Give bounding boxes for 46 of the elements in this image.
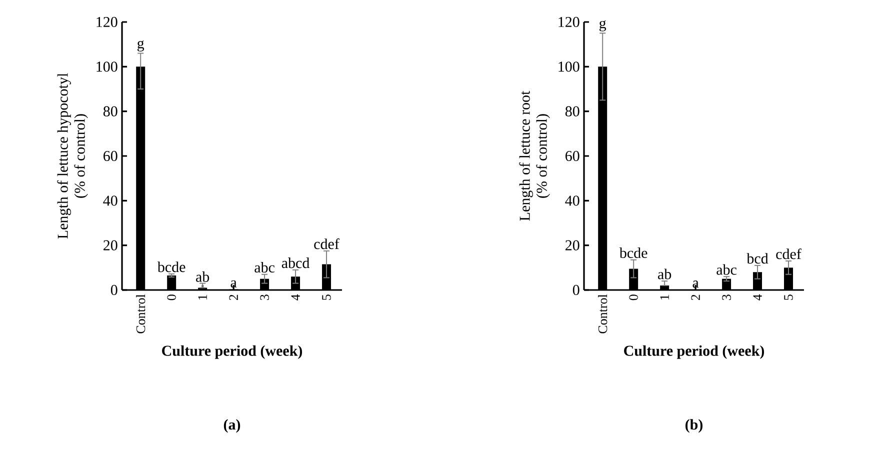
x-tick-label: 0 <box>167 294 176 300</box>
annotation: g <box>599 20 606 32</box>
x-tick-label: 3 <box>722 294 731 300</box>
x-tick-label: 5 <box>784 294 793 300</box>
text: (a) <box>224 419 240 433</box>
y-tick-label: 100 <box>558 62 580 72</box>
y-axis-title: Length of lettuce root (% of control) <box>519 90 550 221</box>
annotation: a <box>230 280 237 288</box>
y-tick-label: 20 <box>566 240 580 250</box>
x-tick-label: 5 <box>322 294 331 300</box>
x-tick-label: 0 <box>629 294 638 300</box>
y-tick-label: 80 <box>103 106 118 116</box>
y-tick-label: 20 <box>104 240 118 250</box>
y-tick-label: 40 <box>103 196 118 206</box>
annotation: ab <box>196 271 210 282</box>
x-axis-title: Culture period (week) <box>162 345 302 359</box>
annotation: abcd <box>282 258 310 268</box>
annotation: a <box>692 280 699 288</box>
x-tick-label: Control <box>136 294 146 334</box>
x-axis-title: Culture period (week) <box>624 345 764 359</box>
text: (b) <box>685 419 702 433</box>
annotation: cdef <box>776 248 802 260</box>
annotation: ab <box>658 268 672 280</box>
y-tick-label: 60 <box>104 150 118 162</box>
x-tick-label: 2 <box>229 294 238 300</box>
y-tick-label: 120 <box>558 16 580 28</box>
x-tick-label: 2 <box>691 294 700 300</box>
x-tick-label: 4 <box>753 294 762 300</box>
annotation: bcd <box>746 253 768 264</box>
y-tick-label: 100 <box>96 62 118 72</box>
x-tick-label: 1 <box>198 294 207 300</box>
y-tick-label: 60 <box>566 150 580 162</box>
annotation: g <box>137 40 144 52</box>
x-tick-label: Control <box>598 294 608 334</box>
annotation: bcde <box>619 247 648 258</box>
y-axis-title: Length of lettuce hypocotyl (% of control) <box>57 73 88 239</box>
annotation: bcde <box>157 262 186 272</box>
x-tick-label: 4 <box>291 294 300 300</box>
y-tick-label: 120 <box>96 16 118 28</box>
annotation: cdef <box>314 238 340 250</box>
x-tick-label: 1 <box>660 294 669 300</box>
annotation: abc <box>254 262 274 273</box>
annotation: abc <box>716 264 736 275</box>
x-tick-label: 3 <box>260 294 269 300</box>
y-tick-label: 40 <box>565 196 580 206</box>
y-tick-label: 80 <box>565 106 580 116</box>
